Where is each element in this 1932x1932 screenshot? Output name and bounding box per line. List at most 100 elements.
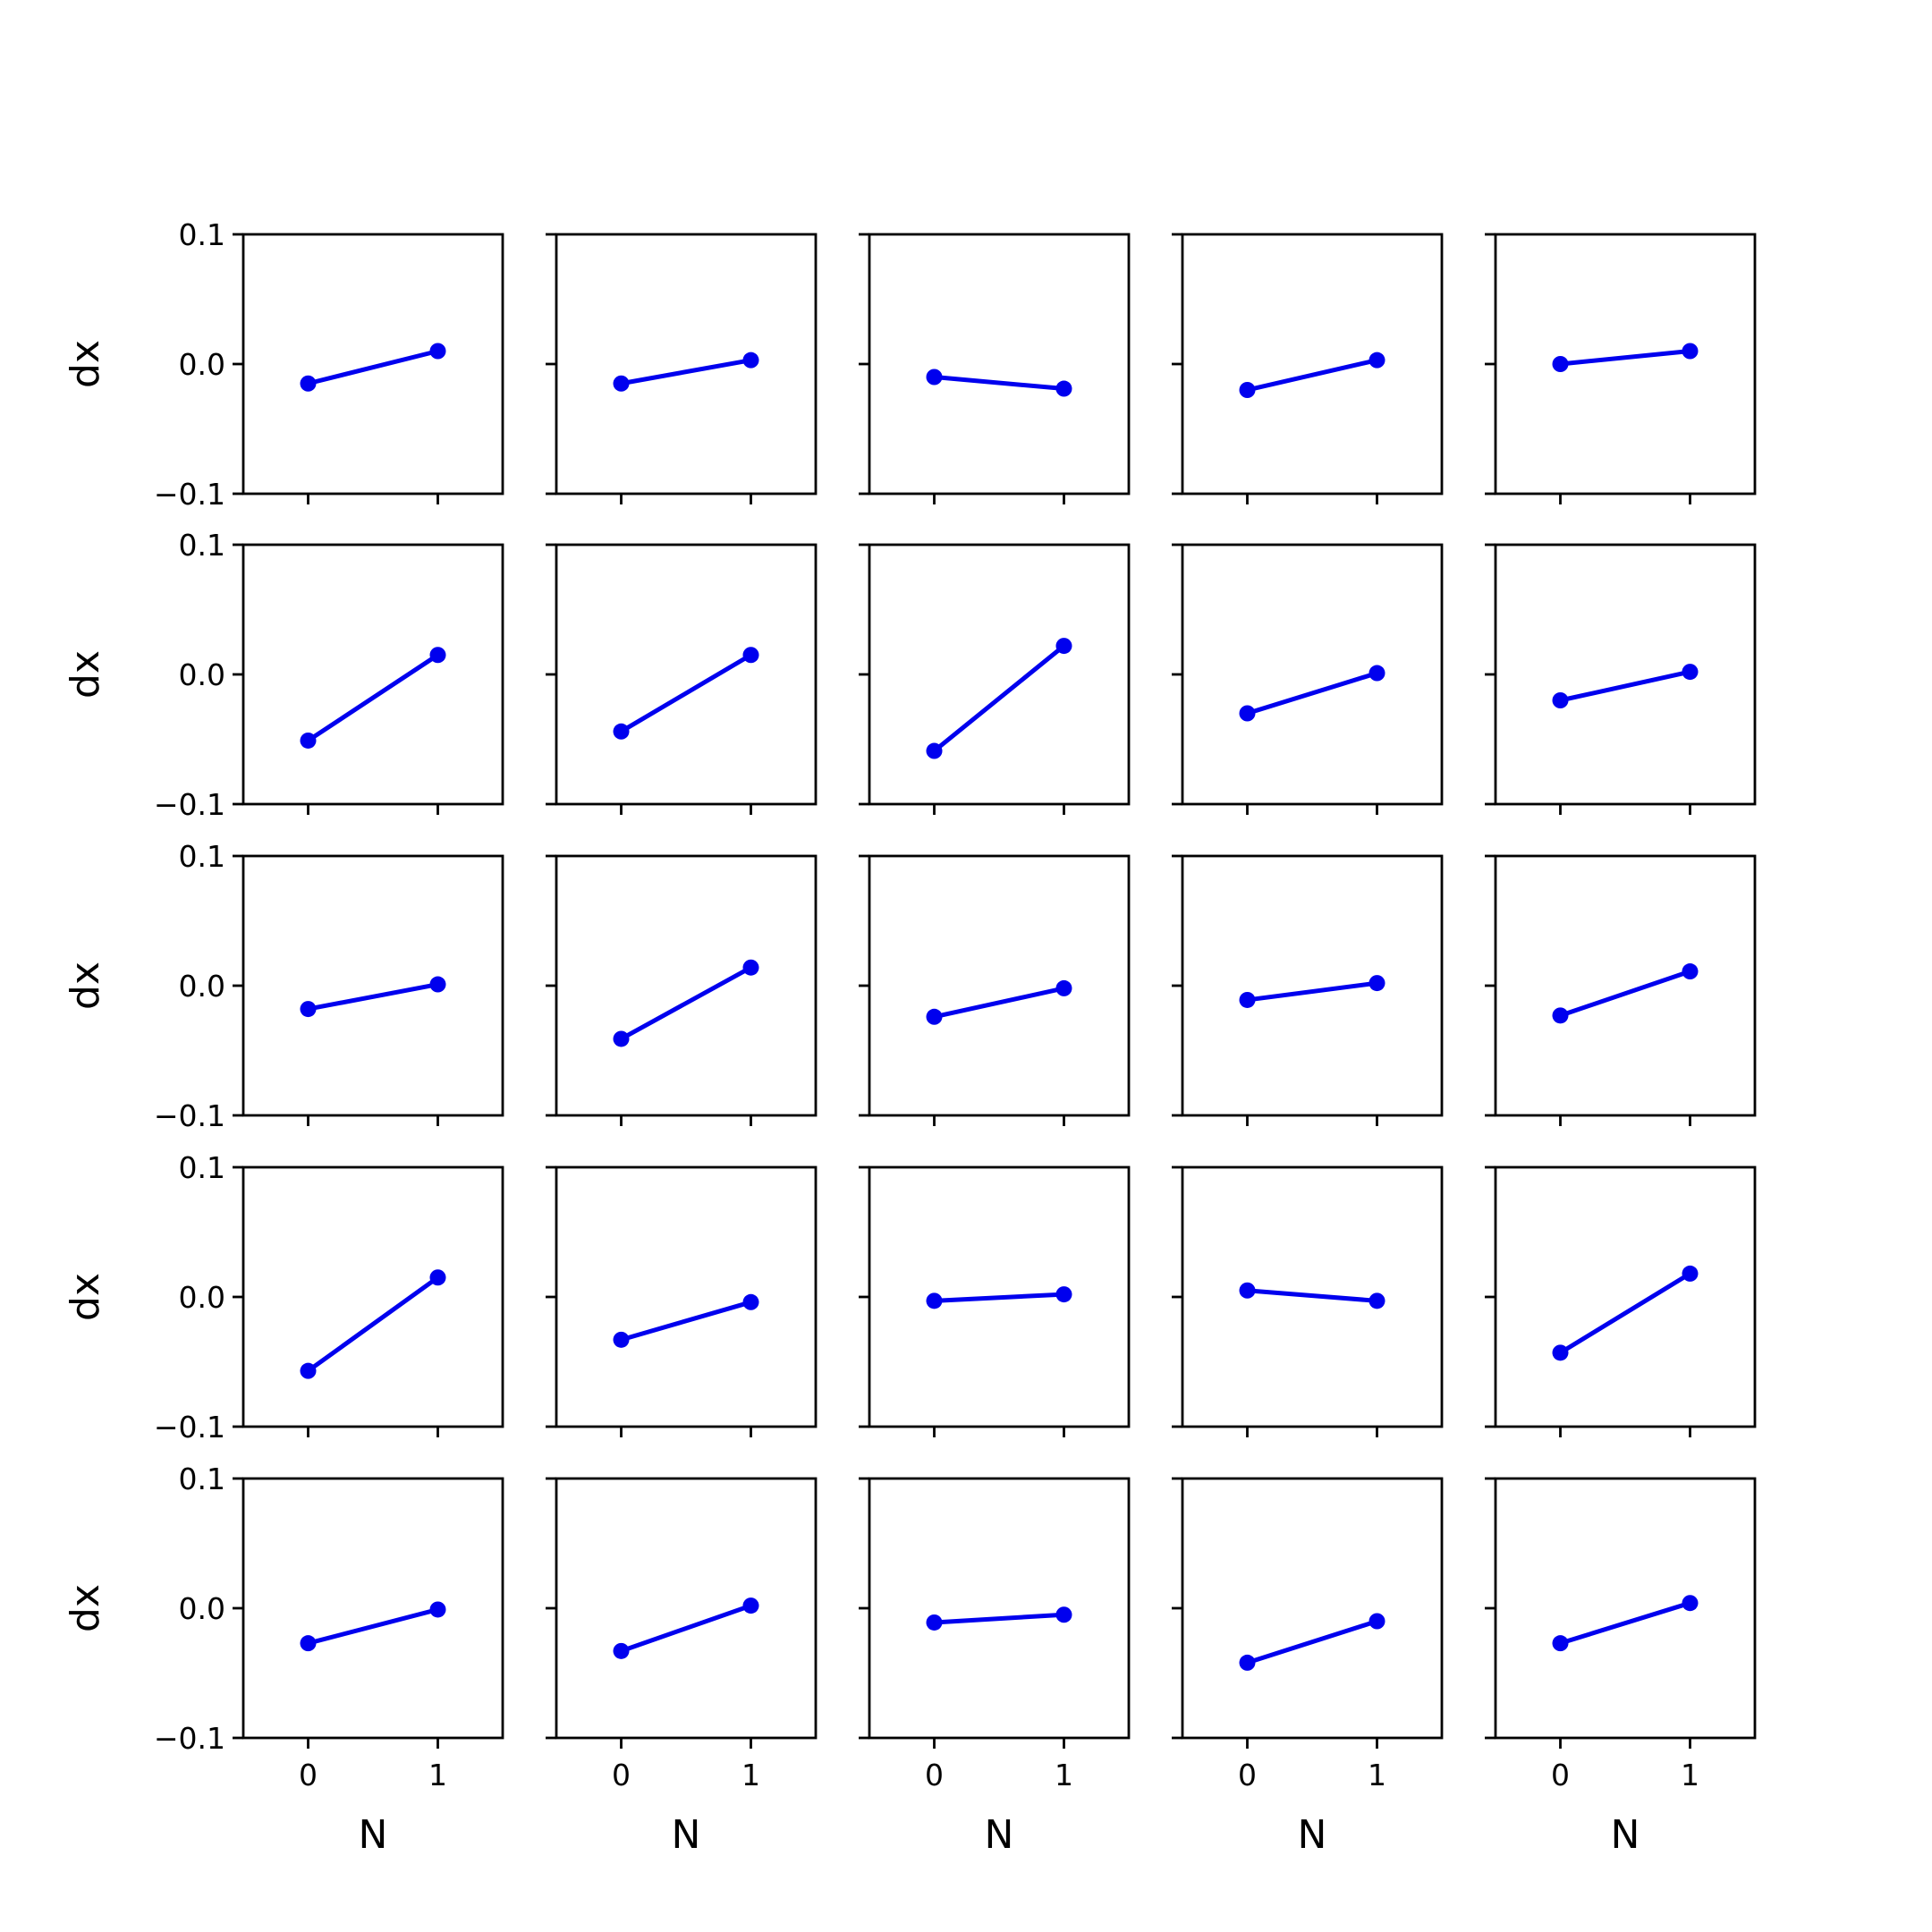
- series-line-r5-c5: [1558, 1600, 1692, 1646]
- series-line-r3-c1: [306, 982, 440, 1012]
- subplot-frame-r1-c2: [555, 233, 818, 496]
- subplot-frame-r4-c1: [242, 1165, 504, 1428]
- y-tick-label-r3-0: −0.1: [154, 1098, 225, 1133]
- data-point-r2-c4-1: [1368, 665, 1385, 682]
- data-point-r1-c5-1: [1682, 343, 1699, 360]
- data-point-r2-c3-1: [1055, 638, 1072, 655]
- subplot-frame-r2-c4: [1181, 543, 1444, 806]
- y-tick-label-r1-0: −0.1: [154, 477, 225, 512]
- subplot-frame-r4-c2: [555, 1165, 818, 1428]
- data-point-r4-c3-1: [1055, 1286, 1072, 1303]
- series-line-r5-c4: [1245, 1619, 1379, 1665]
- subplot-frame-r5-c2: [555, 1477, 818, 1740]
- data-point-r1-c1-0: [300, 375, 317, 392]
- data-point-r4-c5-1: [1682, 1265, 1699, 1282]
- data-point-r5-c3-0: [926, 1614, 943, 1631]
- data-point-r5-c2-1: [742, 1597, 759, 1614]
- y-tick-label-r4-2: 0.1: [179, 1150, 225, 1185]
- data-point-r3-c5-0: [1552, 1007, 1569, 1024]
- subplot-frame-r2-c5: [1494, 543, 1757, 806]
- series-line-r1-c2: [619, 358, 753, 386]
- data-point-r4-c4-0: [1239, 1282, 1256, 1299]
- data-point-r5-c4-1: [1368, 1613, 1385, 1630]
- data-point-r3-c1-1: [429, 976, 446, 993]
- series-line-r4-c5: [1558, 1271, 1692, 1355]
- data-point-r2-c4-0: [1239, 705, 1256, 722]
- y-axis-label-r3: dx: [63, 962, 108, 1010]
- data-point-r5-c2-0: [613, 1642, 630, 1659]
- data-point-r2-c2-0: [613, 723, 630, 740]
- data-point-r4-c1-1: [429, 1269, 446, 1286]
- series-line-r4-c4: [1245, 1288, 1379, 1303]
- series-line-r1-c5: [1558, 349, 1692, 367]
- y-tick-label-r2-2: 0.1: [179, 528, 225, 563]
- x-tick-label-c1-0: 0: [299, 1758, 318, 1792]
- series-line-r4-c3: [932, 1292, 1066, 1303]
- y-tick-label-r2-1: 0.0: [179, 657, 225, 692]
- data-point-r1-c4-1: [1368, 352, 1385, 369]
- x-tick-label-c4-0: 0: [1238, 1758, 1257, 1792]
- subplot-frame-r2-c3: [868, 543, 1131, 806]
- x-tick-label-c5-1: 1: [1681, 1758, 1699, 1792]
- series-line-r4-c1: [306, 1275, 440, 1374]
- data-point-r3-c3-1: [1055, 979, 1072, 996]
- data-point-r4-c5-0: [1552, 1344, 1569, 1361]
- series-line-r3-c5: [1558, 969, 1692, 1018]
- series-line-r5-c3: [932, 1612, 1066, 1625]
- y-axis-label-r1: dx: [63, 340, 108, 388]
- subplot-frame-r3-c1: [242, 854, 504, 1117]
- subplot-frame-r1-c4: [1181, 233, 1444, 496]
- data-point-r4-c2-1: [742, 1293, 759, 1310]
- data-point-r4-c3-0: [926, 1292, 943, 1309]
- subplot-frame-r5-c1: [242, 1477, 504, 1740]
- data-point-r3-c5-1: [1682, 963, 1699, 980]
- series-line-r2-c4: [1245, 671, 1379, 716]
- series-line-r3-c4: [1245, 980, 1379, 1003]
- series-line-r2-c5: [1558, 669, 1692, 703]
- series-line-r5-c1: [306, 1606, 440, 1646]
- series-line-r1-c1: [306, 349, 440, 386]
- series-line-r2-c2: [619, 652, 753, 734]
- subplot-frame-r2-c2: [555, 543, 818, 806]
- x-tick-label-c2-0: 0: [612, 1758, 631, 1792]
- data-point-r1-c3-1: [1055, 380, 1072, 397]
- series-line-r3-c2: [619, 965, 753, 1041]
- data-point-r3-c4-1: [1368, 975, 1385, 992]
- data-point-r5-c1-1: [429, 1601, 446, 1618]
- data-point-r4-c1-0: [300, 1362, 317, 1379]
- data-point-r2-c3-0: [926, 742, 943, 759]
- series-line-r1-c4: [1245, 358, 1379, 393]
- subplot-frame-r5-c3: [868, 1477, 1131, 1740]
- x-axis-label-c2: N: [672, 1812, 701, 1858]
- data-point-r2-c2-1: [742, 647, 759, 664]
- y-tick-label-r5-0: −0.1: [154, 1721, 225, 1756]
- y-tick-label-r5-2: 0.1: [179, 1462, 225, 1496]
- x-axis-label-c5: N: [1611, 1812, 1640, 1858]
- x-tick-label-c4-1: 1: [1368, 1758, 1386, 1792]
- y-tick-label-r1-1: 0.0: [179, 347, 225, 382]
- subplot-frame-r3-c2: [555, 854, 818, 1117]
- y-tick-label-r3-1: 0.0: [179, 969, 225, 1004]
- data-point-r3-c3-0: [926, 1008, 943, 1025]
- subplot-frame-r3-c3: [868, 854, 1131, 1117]
- data-point-r1-c2-0: [613, 375, 630, 392]
- subplot-frame-r2-c1: [242, 543, 504, 806]
- data-point-r5-c5-1: [1682, 1595, 1699, 1612]
- x-axis-label-c3: N: [985, 1812, 1014, 1858]
- x-tick-label-c3-1: 1: [1055, 1758, 1073, 1792]
- x-axis-label-c4: N: [1298, 1812, 1327, 1858]
- series-line-r4-c2: [619, 1300, 753, 1343]
- subplot-frame-r3-c5: [1494, 854, 1757, 1117]
- x-tick-label-c1-1: 1: [428, 1758, 447, 1792]
- data-point-r2-c1-1: [429, 647, 446, 664]
- y-axis-label-r4: dx: [63, 1273, 108, 1321]
- series-line-r2-c1: [306, 652, 440, 743]
- subplot-frame-r5-c4: [1181, 1477, 1444, 1740]
- y-tick-label-r4-0: −0.1: [154, 1410, 225, 1445]
- y-tick-label-r4-1: 0.0: [179, 1280, 225, 1315]
- y-tick-label-r2-0: −0.1: [154, 787, 225, 822]
- data-point-r3-c1-0: [300, 1001, 317, 1018]
- data-point-r1-c1-1: [429, 343, 446, 360]
- data-point-r4-c2-0: [613, 1331, 630, 1348]
